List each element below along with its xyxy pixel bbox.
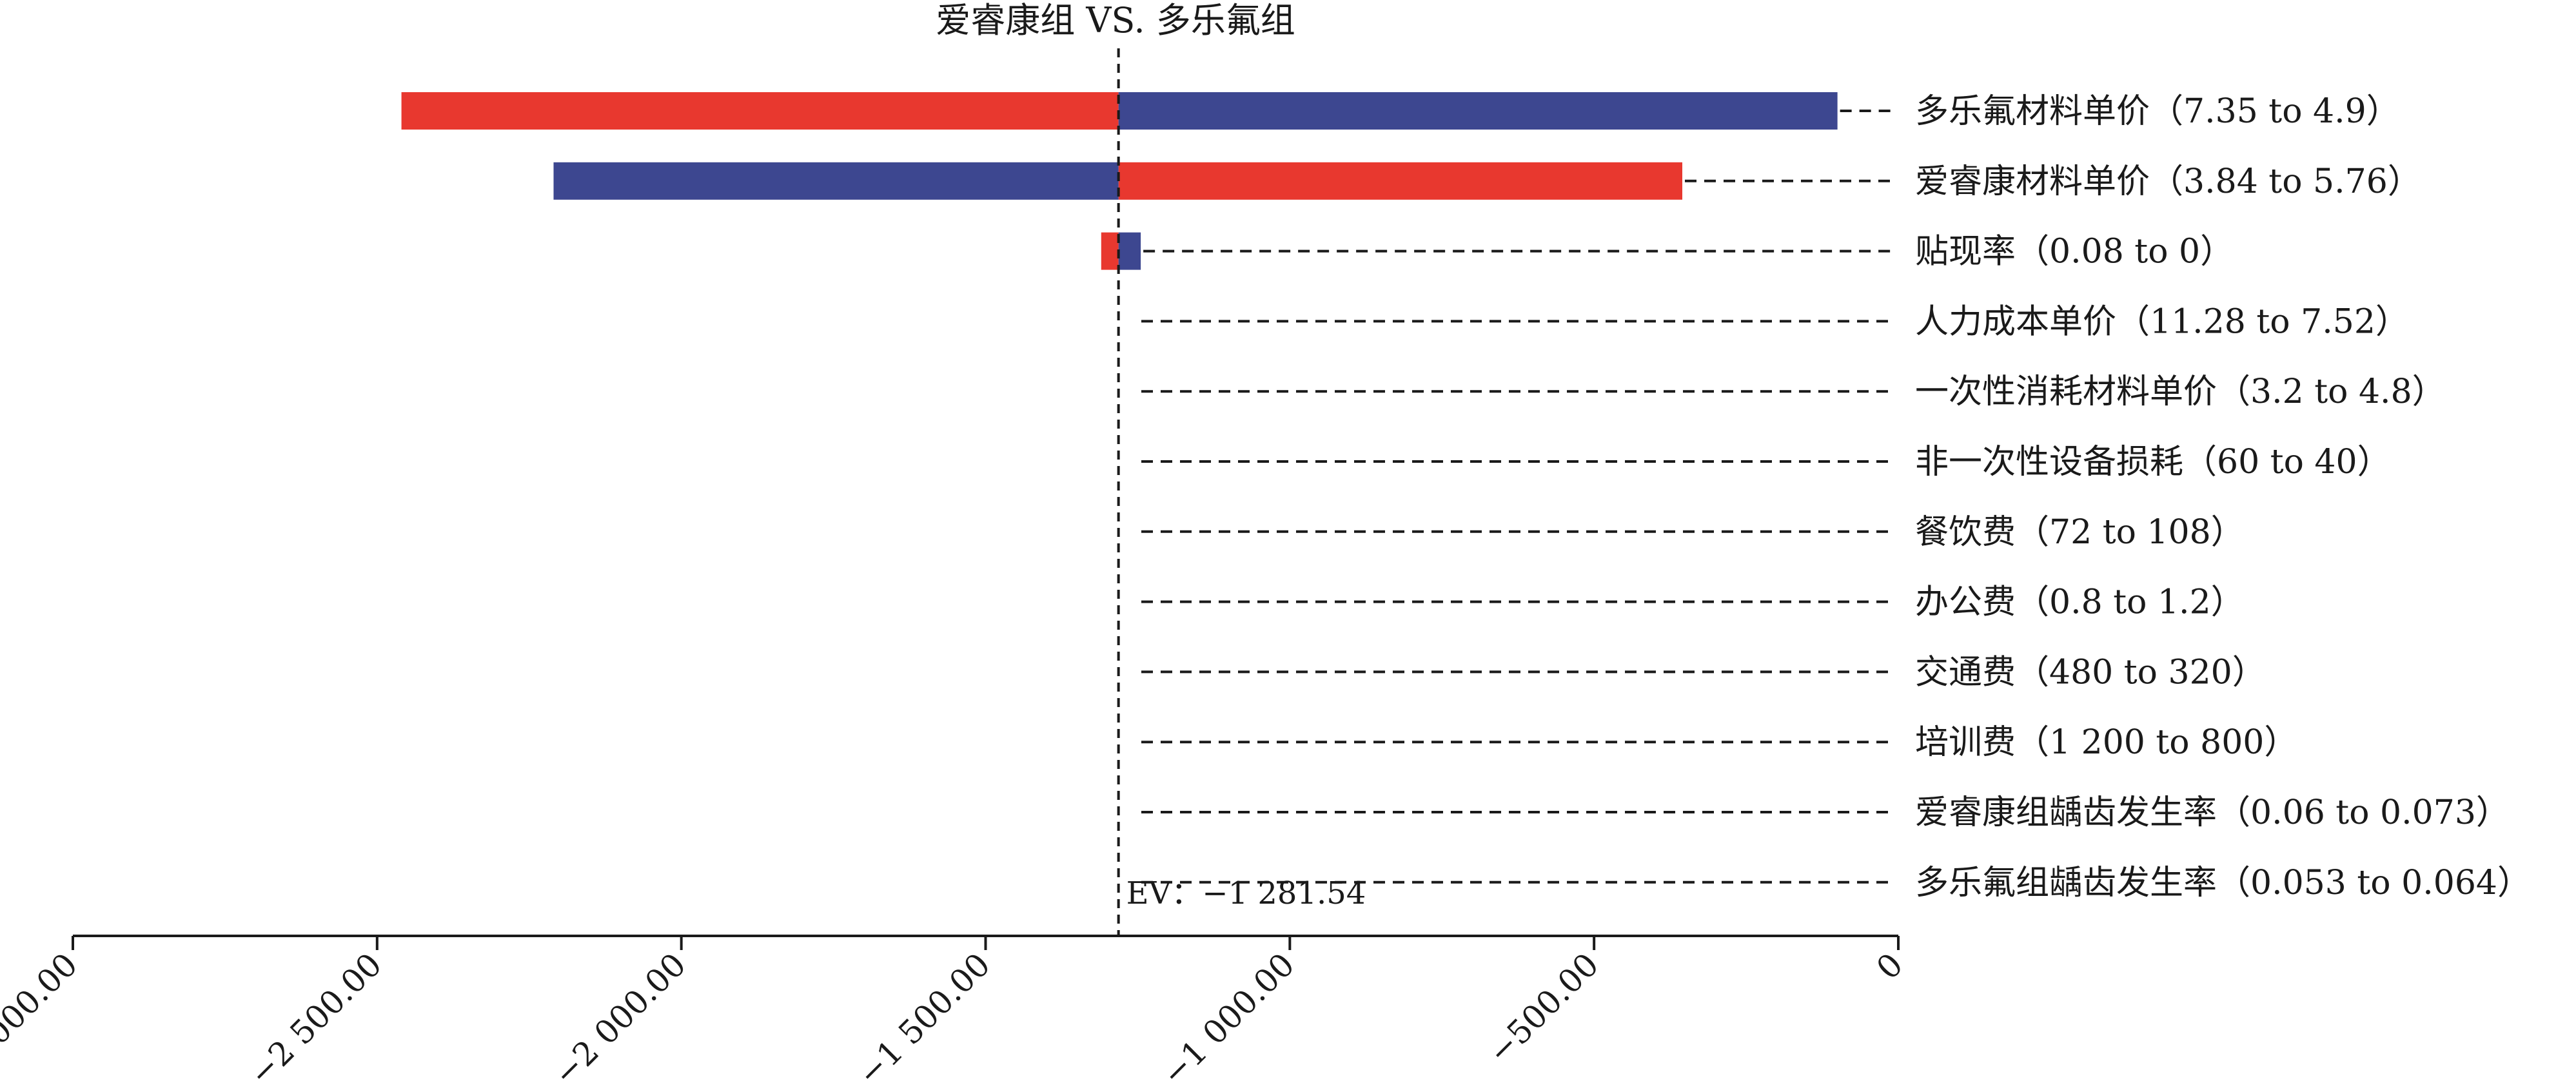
bar-red [401, 92, 1119, 130]
row-label: 人力成本单价（11.28 to 7.52） [1915, 302, 2409, 341]
x-tick-label: −500.00 [1480, 946, 1606, 1071]
x-axis: −3 000.00 −2 500.00 −2 000.00 −1 500.00 −1 0… [0, 935, 1911, 1088]
bar-blue [553, 162, 1119, 200]
ev-label: EV：−1 281.54 [1126, 875, 1366, 911]
chart-rows: 多乐氟材料单价（7.35 to 4.9） 爱睿康材料单价（3.84 to 5.76… [401, 92, 2531, 902]
row-label: 办公费（0.8 to 1.2） [1915, 583, 2245, 622]
bar-red [1118, 162, 1682, 200]
row-label: 爱睿康材料单价（3.84 to 5.76） [1915, 162, 2421, 201]
row-label: 非一次性设备损耗（60 to 40） [1915, 443, 2391, 481]
bar-blue [1118, 92, 1838, 130]
row-label: 多乐氟材料单价（7.35 to 4.9） [1915, 92, 2400, 131]
bar-blue [1118, 232, 1141, 270]
row-label: 培训费（1 200 to 800） [1915, 723, 2297, 762]
row-label: 贴现率（0.08 to 0） [1915, 233, 2234, 271]
x-tick-label: −1 000.00 [1155, 946, 1302, 1088]
x-tick-label: −3 000.00 [0, 946, 84, 1088]
x-tick-label: −1 500.00 [850, 946, 998, 1088]
chart-title: 爱睿康组 VS. 多乐氟组 [936, 0, 1295, 41]
x-tick-label: −2 500.00 [242, 946, 389, 1088]
x-tick-label: 0 [1869, 946, 1911, 987]
row-label: 一次性消耗材料单价（3.2 to 4.8） [1915, 373, 2446, 411]
row-label: 爱睿康组龋齿发生率（0.06 to 0.073） [1915, 793, 2510, 832]
bar-red [1101, 232, 1119, 270]
row-label: 多乐氟组龋齿发生率（0.053 to 0.064） [1915, 864, 2531, 902]
row-label: 餐饮费（72 to 108） [1915, 513, 2245, 552]
x-tick-label: −2 000.00 [546, 946, 693, 1088]
row-label: 交通费（480 to 320） [1915, 653, 2266, 692]
